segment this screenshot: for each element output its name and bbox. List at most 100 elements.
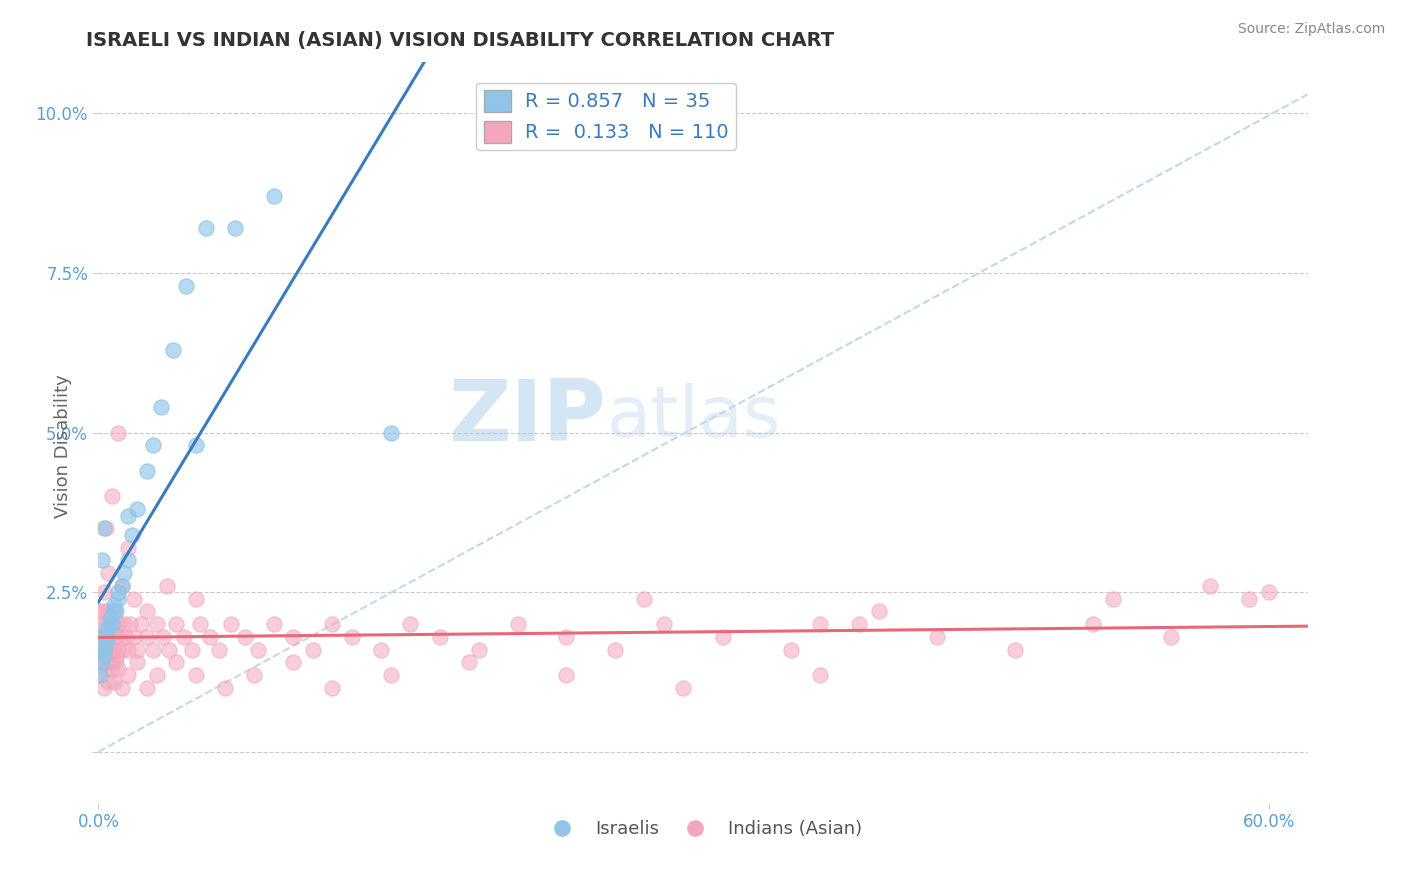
Point <box>93 642 115 657</box>
Point <box>103 674 125 689</box>
Point <box>506 617 529 632</box>
Point <box>103 604 125 618</box>
Point <box>117 642 139 657</box>
Point <box>868 604 890 618</box>
Point <box>91 553 114 567</box>
Point <box>98 648 121 663</box>
Point <box>157 642 180 657</box>
Point <box>779 642 801 657</box>
Point <box>98 642 121 657</box>
Point <box>101 662 124 676</box>
Point <box>283 630 305 644</box>
Point <box>370 642 392 657</box>
Point <box>96 617 118 632</box>
Point <box>925 630 948 644</box>
Point <box>1257 585 1279 599</box>
Point <box>633 591 655 606</box>
Point <box>104 604 127 618</box>
Point <box>165 617 187 632</box>
Point <box>184 438 207 452</box>
Point <box>302 642 325 657</box>
Point <box>89 668 111 682</box>
Point <box>152 630 174 644</box>
Point <box>188 617 211 632</box>
Point <box>399 617 422 632</box>
Point <box>184 668 207 682</box>
Point <box>107 662 129 676</box>
Text: atlas: atlas <box>606 384 780 452</box>
Point <box>103 642 125 657</box>
Point <box>117 668 139 682</box>
Point <box>107 642 129 657</box>
Point <box>107 425 129 440</box>
Point <box>380 425 402 440</box>
Point <box>118 617 141 632</box>
Point <box>808 668 831 682</box>
Point <box>1237 591 1260 606</box>
Point <box>142 642 165 657</box>
Point <box>91 642 114 657</box>
Point <box>146 617 169 632</box>
Point <box>96 642 118 657</box>
Point <box>97 656 120 670</box>
Point <box>89 630 111 644</box>
Point <box>136 681 159 695</box>
Point <box>340 630 363 644</box>
Point <box>107 591 129 606</box>
Point <box>146 668 169 682</box>
Point <box>1081 617 1104 632</box>
Point <box>117 508 139 523</box>
Point <box>97 630 120 644</box>
Point <box>117 541 139 555</box>
Point <box>467 642 489 657</box>
Text: Vision Disability: Vision Disability <box>55 374 72 518</box>
Point <box>97 674 120 689</box>
Point <box>458 656 481 670</box>
Point <box>1101 591 1123 606</box>
Point <box>198 630 221 644</box>
Point <box>97 630 120 644</box>
Point <box>380 668 402 682</box>
Point <box>93 604 115 618</box>
Point <box>97 604 120 618</box>
Point <box>214 681 236 695</box>
Point <box>555 668 578 682</box>
Point <box>93 656 115 670</box>
Point <box>283 656 305 670</box>
Point <box>111 579 134 593</box>
Point <box>181 642 204 657</box>
Point <box>173 630 195 644</box>
Point <box>429 630 451 644</box>
Point <box>263 189 285 203</box>
Point <box>93 648 115 663</box>
Point <box>174 278 197 293</box>
Point <box>672 681 695 695</box>
Point <box>136 630 159 644</box>
Point <box>711 630 734 644</box>
Point <box>848 617 870 632</box>
Point <box>162 343 184 357</box>
Point <box>104 630 127 644</box>
Point <box>321 617 343 632</box>
Point <box>101 617 124 632</box>
Point <box>605 642 627 657</box>
Point <box>111 681 134 695</box>
Point <box>263 617 285 632</box>
Point <box>97 566 120 580</box>
Point <box>112 566 135 580</box>
Point <box>107 585 129 599</box>
Point <box>127 656 149 670</box>
Text: ISRAELI VS INDIAN (ASIAN) VISION DISABILITY CORRELATION CHART: ISRAELI VS INDIAN (ASIAN) VISION DISABIL… <box>86 30 834 50</box>
Point <box>247 642 270 657</box>
Point <box>96 662 118 676</box>
Point <box>93 630 115 644</box>
Point <box>224 221 246 235</box>
Point <box>91 656 114 670</box>
Point <box>91 617 114 632</box>
Point <box>184 591 207 606</box>
Point <box>98 617 121 632</box>
Point <box>321 681 343 695</box>
Text: Source: ZipAtlas.com: Source: ZipAtlas.com <box>1237 22 1385 37</box>
Point <box>98 617 121 632</box>
Point <box>112 617 135 632</box>
